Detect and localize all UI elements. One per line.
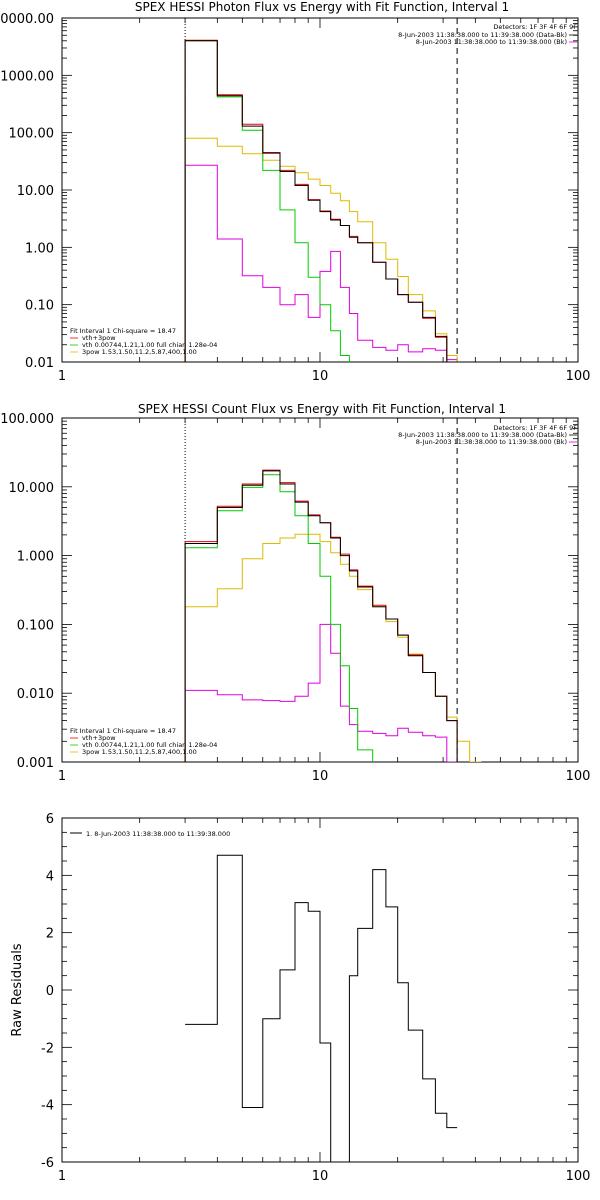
count-panel-title: SPEX HESSI Count Flux vs Energy with Fit… [138,402,506,416]
photon-y-tick-label: 10.00 [17,184,54,199]
count-y-tick-label: 100.000 [0,412,54,427]
photon-fit-3pow-label: 3pow 1.53,1.50,11.2,5.87,400,1.00 [82,348,197,356]
photon-fit-model-label: vth+3pow [82,334,116,342]
photon-fit-interval-label: Fit Interval 1 Chi-square = 18.47 [70,327,176,335]
photon-fit-vth-label: vth 0.00744,1.21,1.00 full chian 1.28e-0… [82,341,217,349]
count-series-background [184,623,458,762]
photon-series-background [184,164,458,362]
count-y-tick-label: 10.000 [9,481,55,496]
photon-flux-panel: SPEX HESSI Photon Flux vs Energy with Fi… [0,0,591,384]
count-detectors-label: Detectors: 1F 3F 4F 6F 9F [493,424,577,432]
count-series-total [184,470,458,762]
resid-y-tick-label: 0 [46,984,54,999]
photon-y-tick-label: 1000.00 [0,69,54,84]
photon-y-tick-label: 100.00 [9,127,55,142]
photon-y-tick-label: 1.00 [25,241,54,256]
count-fit-3pow-label: 3pow 1.53,1.50,11.2,5.87,400,1.00 [82,748,197,756]
photon-y-tick-label: 0.01 [25,356,54,371]
resid-x-tick-label: 10 [312,1169,329,1184]
count-flux-panel: SPEX HESSI Count Flux vs Energy with Fit… [0,402,591,784]
count-y-tick-label: 0.010 [17,687,54,702]
photon-series-total [184,40,458,362]
count-x-tick-label: 1 [58,769,66,784]
resid-y-tick-label: 4 [46,869,54,884]
count-bk-interval-label: 8-Jun-2003 11:38:38.000 to 11:39:38.000 … [416,438,567,446]
resid-series-residuals [185,854,458,1162]
count-fit-vth-label: vth 0.00744,1.21,1.00 full chian 1.28e-0… [82,741,217,749]
resid-y-tick-label: 2 [46,927,54,942]
residuals-legend-label: 1. 8-Jun-2003 11:38:38.000 to 11:39:38.0… [86,830,230,838]
photon-series-thermal [184,40,350,362]
residuals-y-axis-label: Raw Residuals [10,943,25,1036]
count-x-tick-label: 10 [312,769,329,784]
photon-data-interval-label: 8-Jun-2003 11:38:38.000 to 11:39:38.000 … [398,31,567,39]
count-y-tick-label: 1.000 [17,550,54,565]
count-y-tick-label: 0.100 [17,618,54,633]
photon-bk-interval-label: 8-Jun-2003 11:38:38.000 to 11:39:38.000 … [416,38,567,46]
photon-y-tick-label: 0.10 [25,299,54,314]
photon-x-tick-label: 10 [312,369,329,384]
photon-x-tick-label: 1 [58,369,66,384]
resid-y-tick-label: -2 [41,1041,54,1056]
photon-y-tick-label: 10000.00 [0,12,54,27]
count-fit-model-label: vth+3pow [82,734,116,742]
count-data-interval-label: 8-Jun-2003 11:38:38.000 to 11:39:38.000 … [398,431,567,439]
residuals-panel: 1. 8-Jun-2003 11:38:38.000 to 11:39:38.0… [10,812,591,1184]
resid-x-tick-label: 100 [566,1169,591,1184]
count-y-tick-label: 0.001 [17,756,54,771]
photon-detectors-label: Detectors: 1F 3F 4F 6F 9F [493,23,577,31]
count-fit-interval-label: Fit Interval 1 Chi-square = 18.47 [70,727,176,735]
resid-y-tick-label: -6 [41,1156,54,1171]
resid-x-tick-label: 1 [58,1169,66,1184]
resid-y-tick-label: -4 [41,1099,54,1114]
resid-y-tick-label: 6 [46,812,54,827]
count-x-tick-label: 100 [566,769,591,784]
photon-x-tick-label: 100 [566,369,591,384]
photon-panel-title: SPEX HESSI Photon Flux vs Energy with Fi… [135,0,509,14]
